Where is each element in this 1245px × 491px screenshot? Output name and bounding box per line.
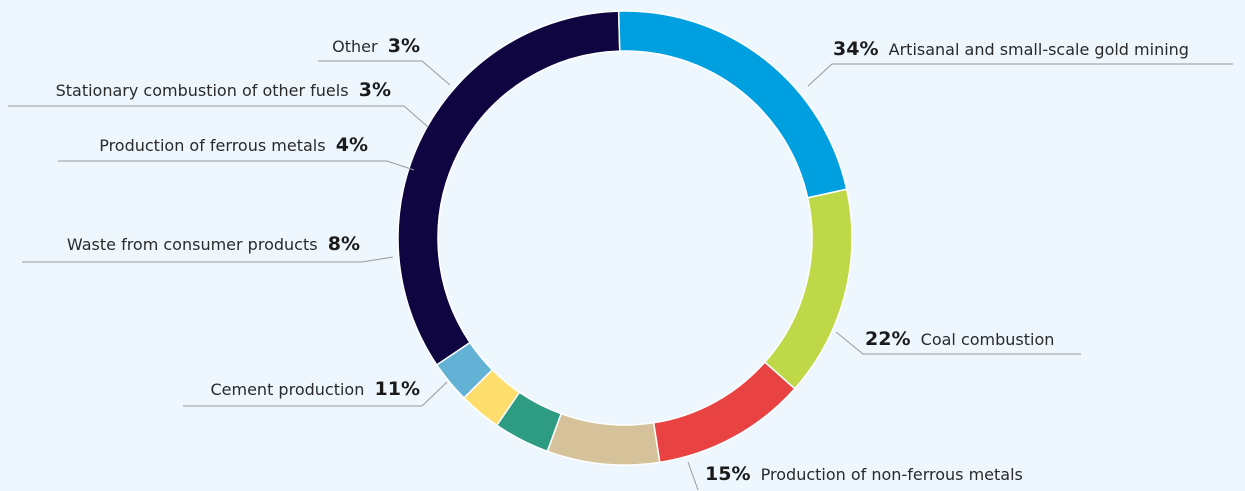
donut-slice-5 xyxy=(546,412,661,466)
slice-category-3: Production of non-ferrous metals xyxy=(750,465,1022,484)
leader-line-1 xyxy=(807,63,1233,87)
slice-value-4: 11% xyxy=(375,378,420,400)
slice-label-5: Waste from consumer products 8% xyxy=(67,233,360,255)
slice-value-1: 34% xyxy=(833,38,878,60)
leader-line-8 xyxy=(318,60,451,86)
leader-line-4 xyxy=(183,381,448,407)
slice-label-1: 34% Artisanal and small-scale gold minin… xyxy=(833,38,1189,60)
donut-slice-1 xyxy=(397,10,621,366)
slice-category-4: Cement production xyxy=(210,380,374,399)
donut-slice-2 xyxy=(617,10,848,199)
slice-label-7: Stationary combustion of other fuels 3% xyxy=(56,79,391,101)
slice-value-8: 3% xyxy=(388,35,420,57)
slice-category-5: Waste from consumer products xyxy=(67,235,328,254)
donut-slice-3 xyxy=(763,188,853,390)
slice-category-8: Other xyxy=(332,37,388,56)
leader-line-6 xyxy=(58,160,415,171)
slice-category-7: Stationary combustion of other fuels xyxy=(56,81,359,100)
leader-line-7 xyxy=(8,105,429,128)
slice-value-7: 3% xyxy=(359,79,391,101)
donut-slice-4 xyxy=(652,361,796,464)
leader-line-5 xyxy=(22,256,394,263)
slice-category-2: Coal combustion xyxy=(910,330,1054,349)
slice-category-1: Artisanal and small-scale gold mining xyxy=(878,40,1188,59)
slice-value-2: 22% xyxy=(865,328,910,350)
slice-label-8: Other 3% xyxy=(332,35,420,57)
donut-slices xyxy=(397,10,853,466)
leader-line-2 xyxy=(835,331,1081,355)
slice-value-3: 15% xyxy=(705,463,750,485)
slice-label-3: 15% Production of non-ferrous metals xyxy=(705,463,1023,485)
slice-category-6: Production of ferrous metals xyxy=(99,136,336,155)
donut-slice-8 xyxy=(435,341,494,400)
slice-label-6: Production of ferrous metals 4% xyxy=(99,134,368,156)
slice-label-2: 22% Coal combustion xyxy=(865,328,1054,350)
slice-labels: 34% Artisanal and small-scale gold minin… xyxy=(56,35,1189,485)
leader-line-3 xyxy=(687,461,699,491)
slice-value-5: 8% xyxy=(328,233,360,255)
slice-value-6: 4% xyxy=(336,134,368,156)
leader-lines xyxy=(8,60,1233,491)
slice-label-4: Cement production 11% xyxy=(210,378,420,400)
